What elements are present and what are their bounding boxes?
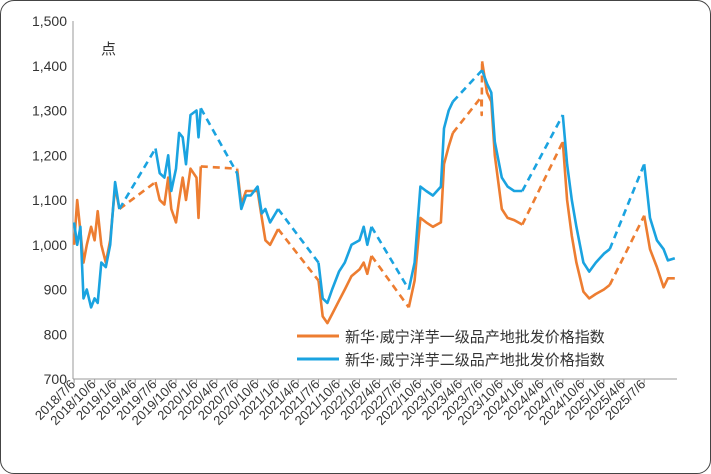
y-tick-label: 700 [44, 371, 68, 387]
series-1-segment [154, 166, 203, 224]
series-2-gap-segment [199, 107, 239, 174]
legend-label-series-1: 新华·威宁洋芋一级品产地批发价格指数 [345, 328, 605, 346]
y-tick-label: 800 [44, 326, 68, 342]
y-axis: 700 800 900 1,000 1,100 1,200 1,300 1,400 1,500 [32, 13, 74, 387]
series-2-gap-segment [451, 69, 484, 103]
legend-label-series-2: 新华·威宁洋芋二级品产地批发价格指数 [345, 351, 605, 369]
series-2-gap-segment [608, 163, 646, 250]
y-tick-label: 1,300 [32, 103, 67, 119]
y-tick-label: 900 [44, 282, 68, 298]
series-2-segment [235, 173, 280, 224]
series-1-segment [561, 141, 611, 300]
series-2-segment [561, 114, 611, 273]
series-2-gap-segment [370, 226, 410, 291]
series-1-segment [642, 215, 675, 289]
series-2-gap-segment [521, 114, 564, 192]
y-tick-label: 1,100 [32, 192, 67, 208]
series-2-segment [72, 180, 121, 309]
series-1-gap-segment [200, 165, 238, 170]
y-unit-label: 点 [101, 40, 116, 58]
y-tick-label: 1,400 [32, 58, 67, 74]
series-2-segment [407, 101, 455, 290]
y-tick-label: 1,200 [32, 147, 67, 163]
series-2-gap-segment [118, 147, 157, 210]
series-layer [72, 61, 676, 325]
series-1-gap-segment [608, 215, 646, 286]
x-axis: 2018/7/62018/10/62019/1/62019/4/62019/7/… [32, 377, 677, 428]
series-1-segment [317, 255, 373, 325]
series-2-segment [642, 164, 676, 262]
series-1-gap-segment [277, 228, 320, 282]
legend: 新华·威宁洋芋一级品产地批发价格指数 新华·威宁洋芋二级品产地批发价格指数 [297, 328, 605, 369]
series-1-gap-segment [118, 181, 157, 211]
series-1-gap-segment [521, 141, 564, 226]
y-tick-label: 1,500 [32, 13, 67, 29]
series-1-segment [480, 61, 523, 226]
series-1-segment [407, 132, 455, 308]
series-2-segment [480, 69, 523, 193]
series-2-segment [317, 225, 373, 305]
series-1-gap-segment [451, 61, 484, 134]
y-tick-label: 1,000 [32, 237, 67, 253]
series-2-segment [154, 108, 203, 193]
series-1-gap-segment [370, 255, 410, 309]
series-2-gap-segment [277, 208, 320, 264]
